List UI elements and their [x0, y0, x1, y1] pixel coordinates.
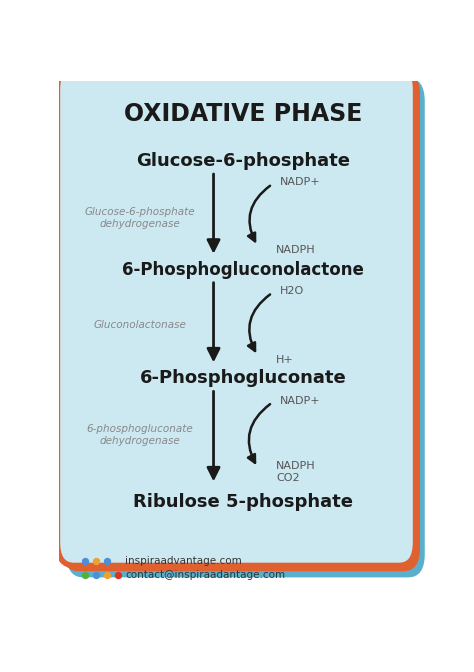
Text: 6-phosphogluconate
dehydrogenase: 6-phosphogluconate dehydrogenase [87, 424, 193, 446]
Text: 6-Phosphogluconate: 6-Phosphogluconate [139, 369, 346, 387]
Text: inspiraadvantage.com: inspiraadvantage.com [125, 556, 242, 566]
Text: Ribulose 5-phosphate: Ribulose 5-phosphate [133, 493, 353, 511]
Point [81, 556, 89, 566]
Point [92, 556, 100, 566]
Point [103, 556, 111, 566]
Text: NADPH: NADPH [276, 245, 316, 255]
Text: H+: H+ [276, 355, 294, 365]
Text: H2O: H2O [280, 286, 304, 296]
Text: 6-Phosphogluconolactone: 6-Phosphogluconolactone [122, 261, 364, 278]
Text: contact@inspiraadantage.com: contact@inspiraadantage.com [125, 571, 285, 581]
FancyBboxPatch shape [57, 66, 416, 565]
Point [114, 570, 122, 581]
Text: NADP+: NADP+ [280, 396, 320, 406]
Text: OXIDATIVE PHASE: OXIDATIVE PHASE [124, 102, 362, 126]
Text: NADPH
CO2: NADPH CO2 [276, 461, 316, 482]
FancyBboxPatch shape [62, 72, 420, 571]
Text: Glucose-6-phosphate
dehydrogenase: Glucose-6-phosphate dehydrogenase [85, 207, 195, 228]
Point [92, 570, 100, 581]
Text: Gluconolactonase: Gluconolactonase [94, 320, 186, 330]
Point [103, 570, 111, 581]
Text: NADP+: NADP+ [280, 177, 320, 187]
Text: Glucose-6-phosphate: Glucose-6-phosphate [136, 152, 350, 170]
FancyBboxPatch shape [66, 78, 425, 577]
Point [81, 570, 89, 581]
